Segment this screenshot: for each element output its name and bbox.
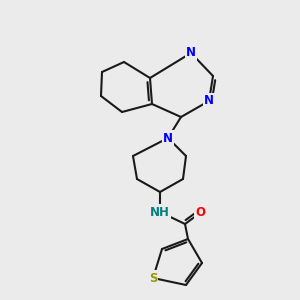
Text: O: O <box>195 206 205 220</box>
Text: S: S <box>149 272 157 284</box>
Text: N: N <box>186 46 196 59</box>
Text: N: N <box>163 131 173 145</box>
Text: N: N <box>204 94 214 107</box>
Text: NH: NH <box>150 206 170 218</box>
